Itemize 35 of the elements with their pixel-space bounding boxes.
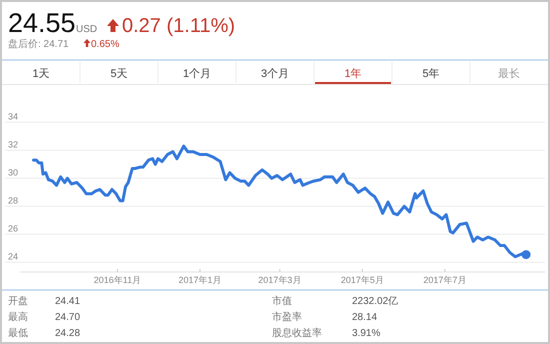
text: 市值 <box>272 295 292 307</box>
y-tick-label: 34 <box>8 111 18 122</box>
x-tick-label: 2017年5月 <box>340 275 384 285</box>
text: 5年 <box>422 68 440 80</box>
x-tick-label: 2017年7月 <box>423 275 466 285</box>
chart-title: 24.55 <box>8 8 76 38</box>
chart-subtitle: 盘后价: 24.71 <box>8 38 70 50</box>
text: 5天 <box>110 68 128 80</box>
text: 股息收益率 <box>272 327 322 339</box>
text: 最高 <box>8 311 28 323</box>
text: 24.41 <box>55 296 80 307</box>
text: 1天 <box>32 68 50 80</box>
text: 市盈率 <box>272 311 302 323</box>
y-tick-label: 28 <box>8 195 18 206</box>
text: 24.28 <box>55 328 80 339</box>
text: 3.91% <box>352 328 380 339</box>
x-tick-label: 2017年3月 <box>258 275 302 285</box>
x-tick-label: 2017年1月 <box>178 275 222 285</box>
y-tick-label: 26 <box>8 223 18 234</box>
text: 最低 <box>8 328 28 339</box>
text: 3个月 <box>260 68 290 80</box>
text: 开盘 <box>8 295 28 307</box>
y-tick-label: 30 <box>8 167 18 178</box>
text: 28.14 <box>352 312 378 323</box>
text: 最长 <box>498 67 520 80</box>
text: 0.65% <box>91 39 120 50</box>
text: USD <box>76 24 98 35</box>
text: 24.70 <box>55 312 80 323</box>
y-tick-label: 24 <box>8 251 18 262</box>
y-tick-label: 32 <box>8 139 18 150</box>
text: 1个月 <box>182 68 212 80</box>
text: 1年 <box>344 68 362 80</box>
x-tick-label: 2016年11月 <box>94 275 142 285</box>
text: 0.27 (1.11%) <box>122 15 236 37</box>
text: 2232.02亿 <box>352 296 398 307</box>
